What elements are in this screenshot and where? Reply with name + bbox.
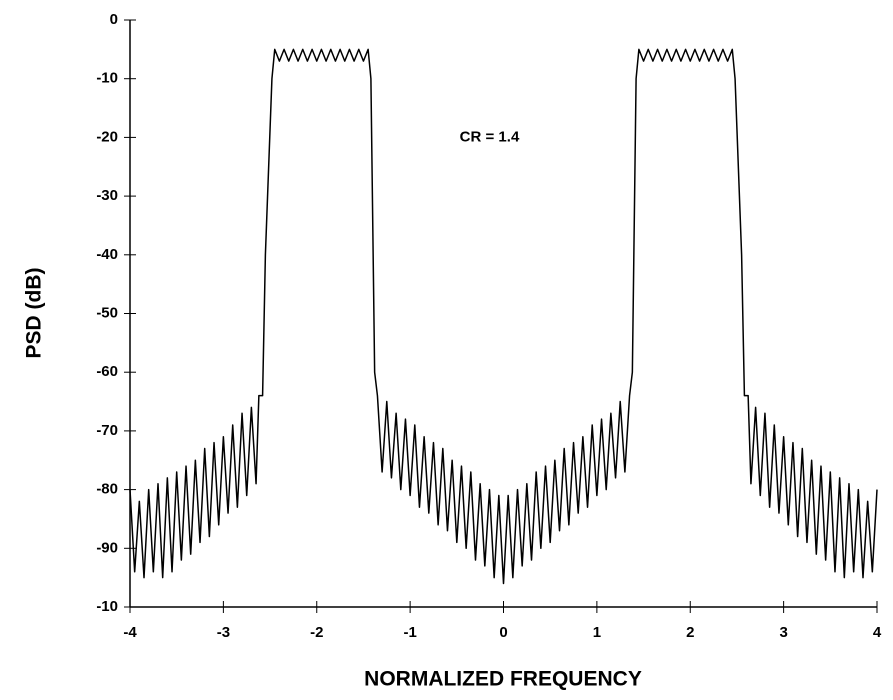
x-tick-label: 0 [499, 624, 507, 641]
x-tick-label: 2 [686, 624, 694, 641]
psd-line [129, 48, 878, 585]
y-axis-label: PSD (dB) [23, 268, 46, 359]
y-tick-label: -40 [96, 246, 118, 263]
x-tick-label: 1 [593, 624, 601, 641]
y-tick-label: -80 [96, 481, 118, 498]
y-tick-label: -10 [96, 70, 118, 87]
x-tick-label: -3 [217, 624, 230, 641]
x-tick-label: -4 [123, 624, 137, 641]
y-tick-label: -30 [96, 187, 118, 204]
x-tick-label: -2 [310, 624, 323, 641]
y-tick-label: -70 [96, 422, 118, 439]
y-tick-label: -90 [96, 539, 118, 556]
y-tick-label: -60 [96, 363, 118, 380]
x-tick-label: -1 [403, 624, 416, 641]
x-tick-label: 3 [779, 624, 787, 641]
x-tick-label: 4 [873, 624, 882, 641]
y-tick-label: -10 [96, 598, 118, 615]
y-tick-label: 0 [110, 11, 118, 28]
y-tick-label: -20 [96, 128, 118, 145]
annotation: CR = 1.4 [460, 128, 520, 145]
x-axis-label: NORMALIZED FREQUENCY [364, 668, 642, 691]
y-tick-label: -50 [96, 304, 118, 321]
